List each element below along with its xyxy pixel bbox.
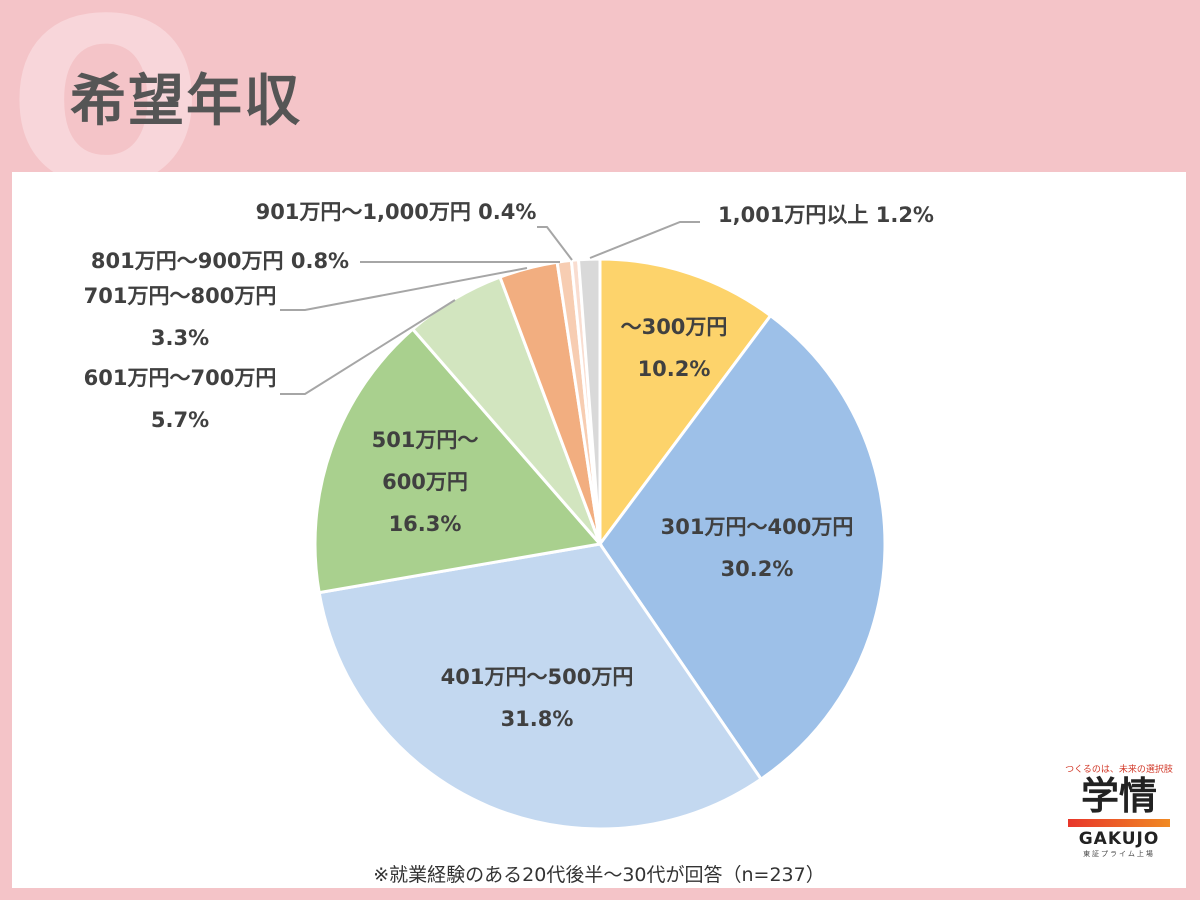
pie-slice [317,542,764,831]
slice-label: 301万円～400万円 [661,515,854,539]
slice-label: 600万円 [382,470,468,494]
leader-line [537,226,573,261]
page-title: 希望年収 [70,69,302,134]
leader-line [589,221,700,259]
logo-sub: 東証プライム上場 [1083,849,1155,858]
slice-label: 601万円～700万円 [84,366,277,390]
slice-label: 901万円～1,000万円 0.4% [256,200,537,224]
logo-bar [1068,818,1170,827]
pie-slice [313,327,603,595]
slice-label: 30.2% [721,557,794,581]
slice-label: 5.7% [151,408,209,432]
pie-slice [576,257,602,545]
logo-mark: 学情 [1080,774,1157,818]
leader-line [280,267,528,311]
slice-label: 3.3% [151,326,209,350]
gakujo-logo: つくるのは、未来の選択肢 学情 GAKUJO 東証プライム上場 [1060,762,1178,859]
slice-label: 1,001万円以上 1.2% [718,203,934,227]
slice-label: 31.8% [501,707,574,731]
footnote: ※就業経験のある20代後半～30代が回答（n=237） [373,864,825,886]
slice-label: 801万円～900万円 0.8% [91,249,349,273]
pie-chart: ～300万円 10.2% 301万円～400万円 30.2% 401万円～500万円 31… [84,200,934,831]
pie-slice [598,313,887,782]
slice-label: 501万円～ [372,428,479,452]
logo-word: GAKUJO [1078,828,1160,849]
slice-label: 16.3% [389,512,462,536]
slice-label: 401万円～500万円 [441,665,634,689]
pie-slice [598,257,773,549]
leader-line [280,299,456,395]
slice-label: ～300万円 [621,315,728,339]
logo-tagline: つくるのは、未来の選択肢 [1065,765,1173,775]
chart-panel: ～300万円 10.2% 301万円～400万円 30.2% 401万円～500万円 31… [12,172,1186,888]
slice-label: 701万円～800万円 [84,284,277,308]
slice-label: 10.2% [638,357,711,381]
